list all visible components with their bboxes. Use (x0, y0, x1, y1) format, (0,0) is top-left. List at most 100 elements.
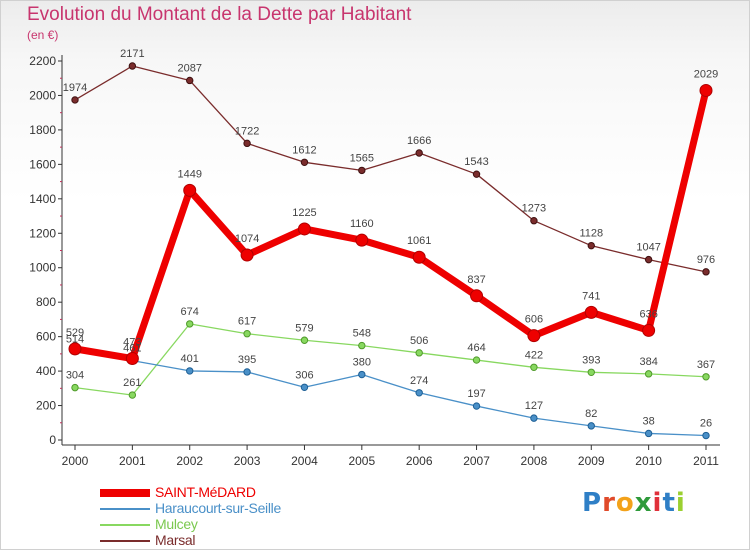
data-label: 26 (700, 418, 712, 430)
data-label: 617 (238, 316, 256, 328)
data-label: 741 (582, 290, 600, 302)
data-point (128, 62, 137, 70)
y-tick-label: 400 (36, 364, 56, 378)
data-point (584, 305, 598, 319)
data-label: 976 (697, 254, 715, 266)
y-tick-label: 1400 (29, 192, 56, 206)
data-point (186, 76, 194, 85)
data-point (300, 336, 309, 344)
data-label: 1128 (579, 228, 603, 240)
data-point (642, 323, 656, 337)
data-point (472, 170, 481, 178)
data-label: 1273 (522, 203, 546, 215)
proxiti-logo: Proxiti (582, 488, 686, 518)
series-0 (68, 83, 713, 366)
data-point (702, 431, 710, 440)
data-label: 367 (697, 359, 715, 371)
data-point (358, 166, 366, 175)
data-label: 127 (525, 400, 543, 412)
data-point (527, 329, 541, 343)
data-label: 837 (467, 274, 485, 286)
data-label: 393 (582, 354, 600, 366)
data-label: 306 (295, 369, 313, 381)
data-point (530, 363, 538, 372)
data-label: 473 (123, 337, 141, 349)
data-label: 1047 (636, 242, 660, 254)
data-point (125, 352, 139, 366)
data-point (415, 389, 423, 397)
data-label: 1160 (350, 218, 374, 230)
data-point (358, 370, 366, 379)
data-label: 2171 (120, 48, 144, 60)
data-label: 461 (123, 343, 141, 355)
data-point (358, 341, 366, 350)
data-label: 579 (295, 322, 313, 334)
y-tick-label: 0 (49, 433, 56, 447)
data-point (128, 391, 137, 399)
data-label: 606 (525, 314, 543, 326)
data-label: 38 (643, 415, 655, 427)
data-label: 514 (66, 333, 84, 345)
data-point (472, 402, 481, 410)
data-label: 197 (467, 388, 485, 400)
legend-label: Marsal (155, 532, 196, 548)
unit-label: (en €) (27, 28, 59, 42)
data-label: 274 (410, 375, 428, 387)
data-point (644, 370, 653, 378)
data-label: 1974 (63, 82, 87, 94)
data-point (699, 83, 713, 97)
data-point (186, 320, 194, 328)
data-label: 261 (123, 377, 141, 389)
data-label: 1543 (464, 156, 488, 168)
x-tick-label: 2005 (348, 454, 375, 468)
data-label: 1722 (235, 125, 259, 137)
data-point (472, 356, 481, 364)
data-point (240, 248, 254, 262)
data-label: 1225 (292, 207, 316, 219)
x-tick-label: 2003 (234, 454, 261, 468)
data-point (71, 96, 79, 104)
data-point (71, 383, 79, 392)
data-point (644, 255, 653, 264)
data-label: 1666 (407, 135, 431, 147)
x-tick-label: 2001 (119, 454, 146, 468)
y-tick-label: 800 (36, 295, 56, 309)
data-label: 2087 (177, 62, 201, 74)
y-tick-label: 200 (36, 399, 56, 413)
legend-label: Mulcey (155, 516, 198, 532)
y-tick-label: 2000 (29, 88, 56, 102)
data-point (68, 342, 82, 356)
data-label: 506 (410, 335, 428, 347)
x-tick-label: 2004 (291, 454, 318, 468)
data-label: 1565 (350, 152, 374, 164)
data-label: 401 (181, 353, 199, 365)
x-tick-label: 2006 (406, 454, 433, 468)
data-label: 384 (639, 356, 657, 368)
y-tick-label: 1000 (29, 261, 56, 275)
x-tick-label: 2009 (578, 454, 605, 468)
data-point (243, 368, 251, 376)
y-tick-label: 1600 (29, 157, 56, 171)
data-label: 2029 (694, 68, 718, 80)
data-label: 1449 (177, 168, 201, 180)
data-point (183, 183, 197, 197)
x-tick-label: 2007 (463, 454, 490, 468)
data-point (470, 289, 484, 303)
data-label: 1612 (292, 144, 316, 156)
data-point (415, 149, 423, 157)
x-tick-label: 2011 (693, 454, 719, 468)
series-line (74, 323, 707, 396)
x-tick-label: 2008 (521, 454, 548, 468)
y-tick-label: 600 (36, 330, 56, 344)
data-point (702, 373, 710, 381)
data-label: 548 (353, 328, 371, 340)
data-labels: 529 473 1449 1074 1225 1160 1061 837 606 741 636 20… (63, 48, 718, 430)
data-point (587, 368, 595, 376)
data-point (415, 349, 423, 357)
data-label: 304 (66, 370, 84, 382)
y-tick-label: 1800 (29, 123, 56, 137)
y-tick-label: 2200 (29, 54, 56, 68)
series-1 (71, 347, 710, 440)
data-point (300, 383, 309, 391)
axes: 0 200 400 600 800 1000 1200 1400 1600 1800 2000 220… (29, 54, 720, 468)
